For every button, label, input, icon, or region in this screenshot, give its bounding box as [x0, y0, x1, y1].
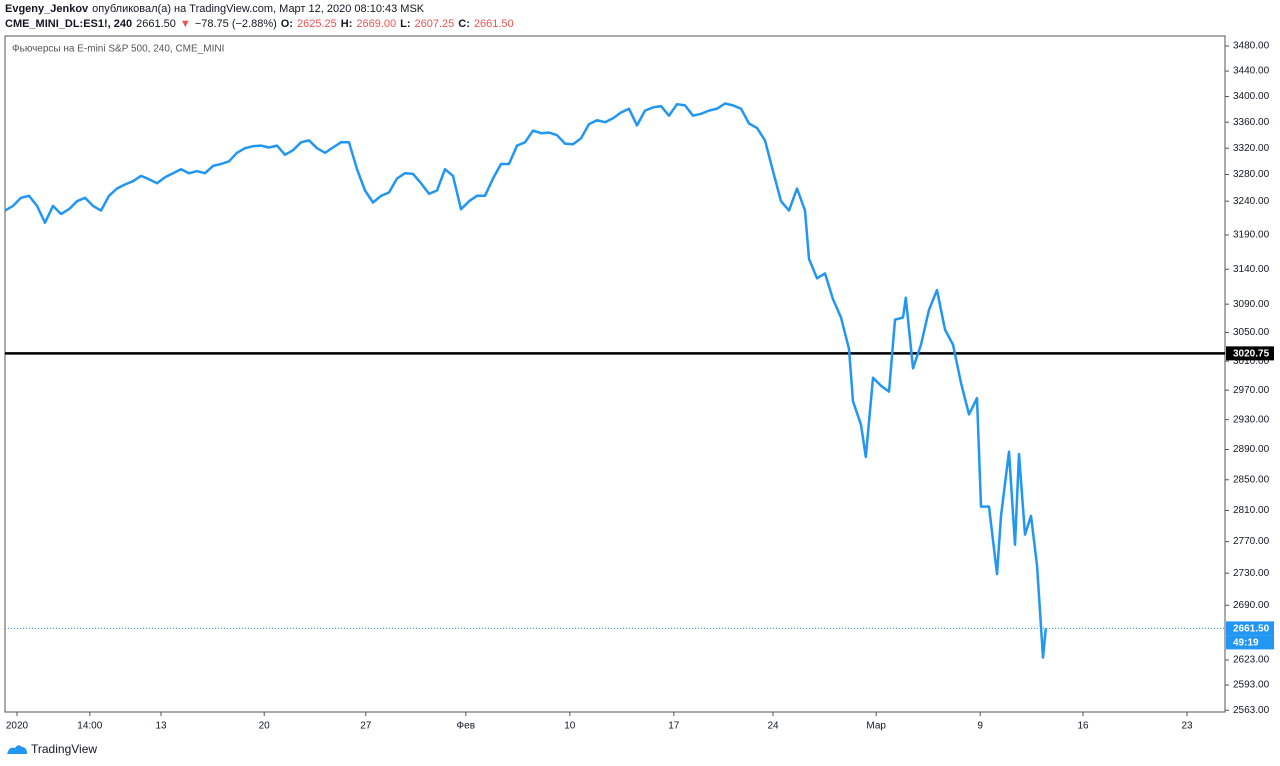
- y-tick-label: 2563.00: [1233, 705, 1270, 716]
- header-text: 2669.00: [356, 18, 397, 30]
- y-tick-label: 3240.00: [1233, 196, 1270, 207]
- header-text: O:: [280, 18, 293, 30]
- header: Evgeny_Jenkov опубликовал(а) на TradingVi…: [5, 2, 518, 32]
- x-tick-label: 24: [767, 721, 779, 732]
- header-text: H:: [340, 18, 353, 30]
- y-tick-label: 3050.00: [1233, 327, 1270, 338]
- header-text: 2607.25: [414, 18, 455, 30]
- y-tick-label: 2970.00: [1233, 385, 1270, 396]
- price-label-box: [1226, 346, 1274, 361]
- y-tick-label: 2810.00: [1233, 505, 1270, 516]
- y-tick-label: 2730.00: [1233, 568, 1270, 579]
- y-tick-label: 3480.00: [1233, 41, 1270, 52]
- header-text: L:: [400, 18, 411, 30]
- logo-icon: [7, 745, 27, 754]
- y-tick-label: 2930.00: [1233, 414, 1270, 425]
- y-tick-label: 2593.00: [1233, 680, 1270, 691]
- x-tick-label: 14:00: [77, 721, 102, 732]
- chart-title: Фьючерсы на E-mini S&P 500, 240, CME_MIN…: [12, 44, 224, 55]
- y-tick-label: 3140.00: [1233, 264, 1270, 275]
- x-tick-label: 23: [1181, 721, 1193, 732]
- price-label: 3020.75: [1233, 349, 1270, 360]
- y-tick-label: 2623.00: [1233, 655, 1270, 666]
- header-text: C:: [458, 18, 470, 30]
- x-tick-label: 13: [155, 721, 167, 732]
- timer-label: 49:19: [1233, 638, 1259, 649]
- header-line: Evgeny_Jenkov опубликовал(а) на TradingVi…: [5, 2, 518, 17]
- footer: TradingView: [6, 742, 97, 756]
- price-label: 2661.50: [1233, 624, 1270, 635]
- header-text: 2661.50: [136, 18, 176, 30]
- x-tick-label: 20: [259, 721, 271, 732]
- y-tick-label: 3090.00: [1233, 299, 1270, 310]
- y-tick-label: 3320.00: [1233, 143, 1270, 154]
- header-text: ▼: [179, 18, 191, 30]
- y-tick-label: 2890.00: [1233, 444, 1270, 455]
- header-text: 2661.50: [473, 18, 514, 30]
- y-tick-label: 3190.00: [1233, 230, 1270, 241]
- brand: TradingView: [31, 742, 98, 756]
- y-tick-label: 3440.00: [1233, 66, 1270, 77]
- x-tick-label: Мар: [866, 721, 886, 732]
- plot-frame: [4, 35, 1226, 713]
- x-tick-label: 10: [564, 721, 576, 732]
- header-text: Evgeny_Jenkov: [5, 3, 89, 15]
- header-text: −78.75 (−2.88%): [194, 18, 277, 30]
- y-tick-label: 3010.00: [1233, 356, 1270, 367]
- x-tick-label: 17: [668, 721, 680, 732]
- y-tick-label: 3400.00: [1233, 91, 1270, 102]
- y-tick-label: 3280.00: [1233, 169, 1270, 180]
- price-line: [4, 102, 1048, 659]
- x-tick-label: Фев: [457, 721, 475, 732]
- y-tick-label: 2850.00: [1233, 474, 1270, 485]
- header-line: CME_MINI_DL:ES1!, 240 2661.50 ▼ −78.75 (−2.…: [5, 17, 518, 32]
- price-label-box: [1226, 621, 1274, 636]
- timer-box: [1226, 635, 1274, 650]
- x-tick-label: 2020: [6, 721, 29, 732]
- x-tick-label: 9: [977, 721, 983, 732]
- header-text: опубликовал(а) на TradingView.com, Март …: [92, 3, 425, 15]
- header-text: 2625.25: [297, 18, 337, 30]
- x-tick-label: 16: [1077, 721, 1089, 732]
- y-tick-label: 2770.00: [1233, 536, 1270, 547]
- y-tick-label: 3360.00: [1233, 117, 1270, 128]
- header-text: CME_MINI_DL:ES1!, 240: [5, 18, 133, 30]
- x-tick-label: 27: [360, 721, 372, 732]
- y-tick-label: 2690.00: [1233, 600, 1270, 611]
